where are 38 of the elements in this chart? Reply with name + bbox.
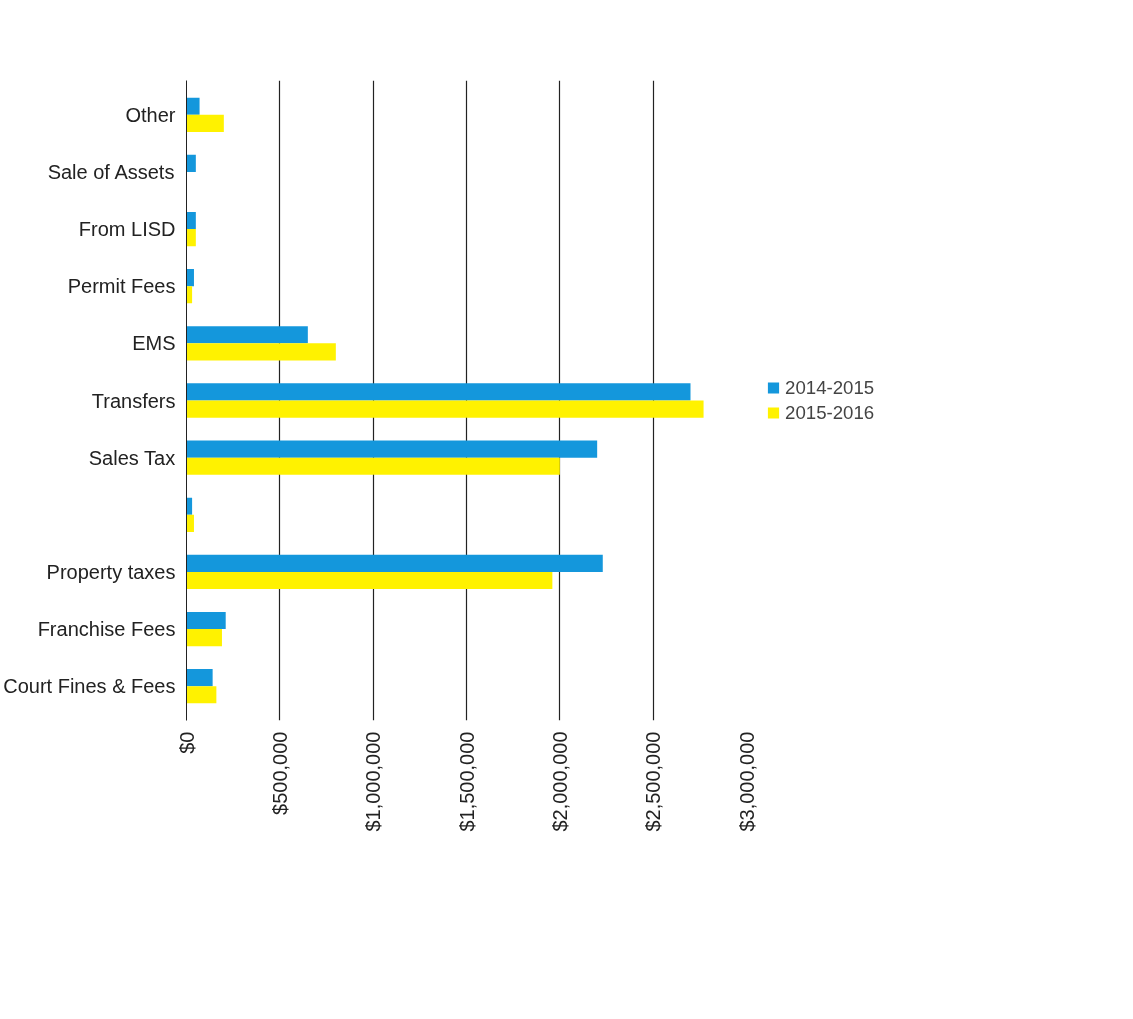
x-tick-label: $0 (175, 731, 198, 754)
x-tick-label: $2,000,000 (548, 731, 571, 832)
x-tick-label: $2,500,000 (642, 731, 665, 832)
bar (186, 554, 603, 572)
bar (186, 326, 308, 344)
bar (186, 571, 553, 590)
y-tick-label: Property taxes (46, 560, 176, 583)
y-tick-label: Sales Tax (88, 446, 176, 469)
bar (186, 383, 691, 401)
x-tick-label: $500,000 (268, 731, 291, 815)
x-tick-label: $3,000,000 (735, 731, 758, 832)
bar (186, 154, 196, 172)
bar (186, 114, 224, 132)
y-tick-label: Other (125, 103, 176, 126)
legend-label: 2014-2015 (785, 376, 875, 399)
legend-label: 2015-2016 (785, 401, 875, 424)
bar (186, 440, 598, 458)
bar (186, 400, 704, 418)
bar (186, 229, 196, 247)
y-tick-label: Permit Fees (67, 275, 176, 298)
y-tick-label: From LISD (78, 218, 176, 241)
bar (186, 343, 336, 361)
bar (186, 457, 560, 475)
x-tick-label: $1,000,000 (362, 731, 385, 832)
y-tick-label: Sale of Assets (47, 160, 175, 183)
y-tick-label: Court Fines & Fees (3, 675, 176, 698)
y-tick-label: Franchise Fees (37, 618, 176, 641)
bar (186, 269, 194, 287)
y-tick-label: Transfers (91, 389, 176, 412)
y-tick-label: EMS (132, 332, 176, 355)
bar (186, 669, 213, 687)
bar (186, 211, 196, 230)
bar (186, 97, 200, 115)
x-tick-label: $1,500,000 (455, 731, 478, 832)
bar (186, 686, 217, 704)
bar (186, 514, 194, 532)
bar (186, 629, 222, 647)
bar (186, 611, 226, 630)
